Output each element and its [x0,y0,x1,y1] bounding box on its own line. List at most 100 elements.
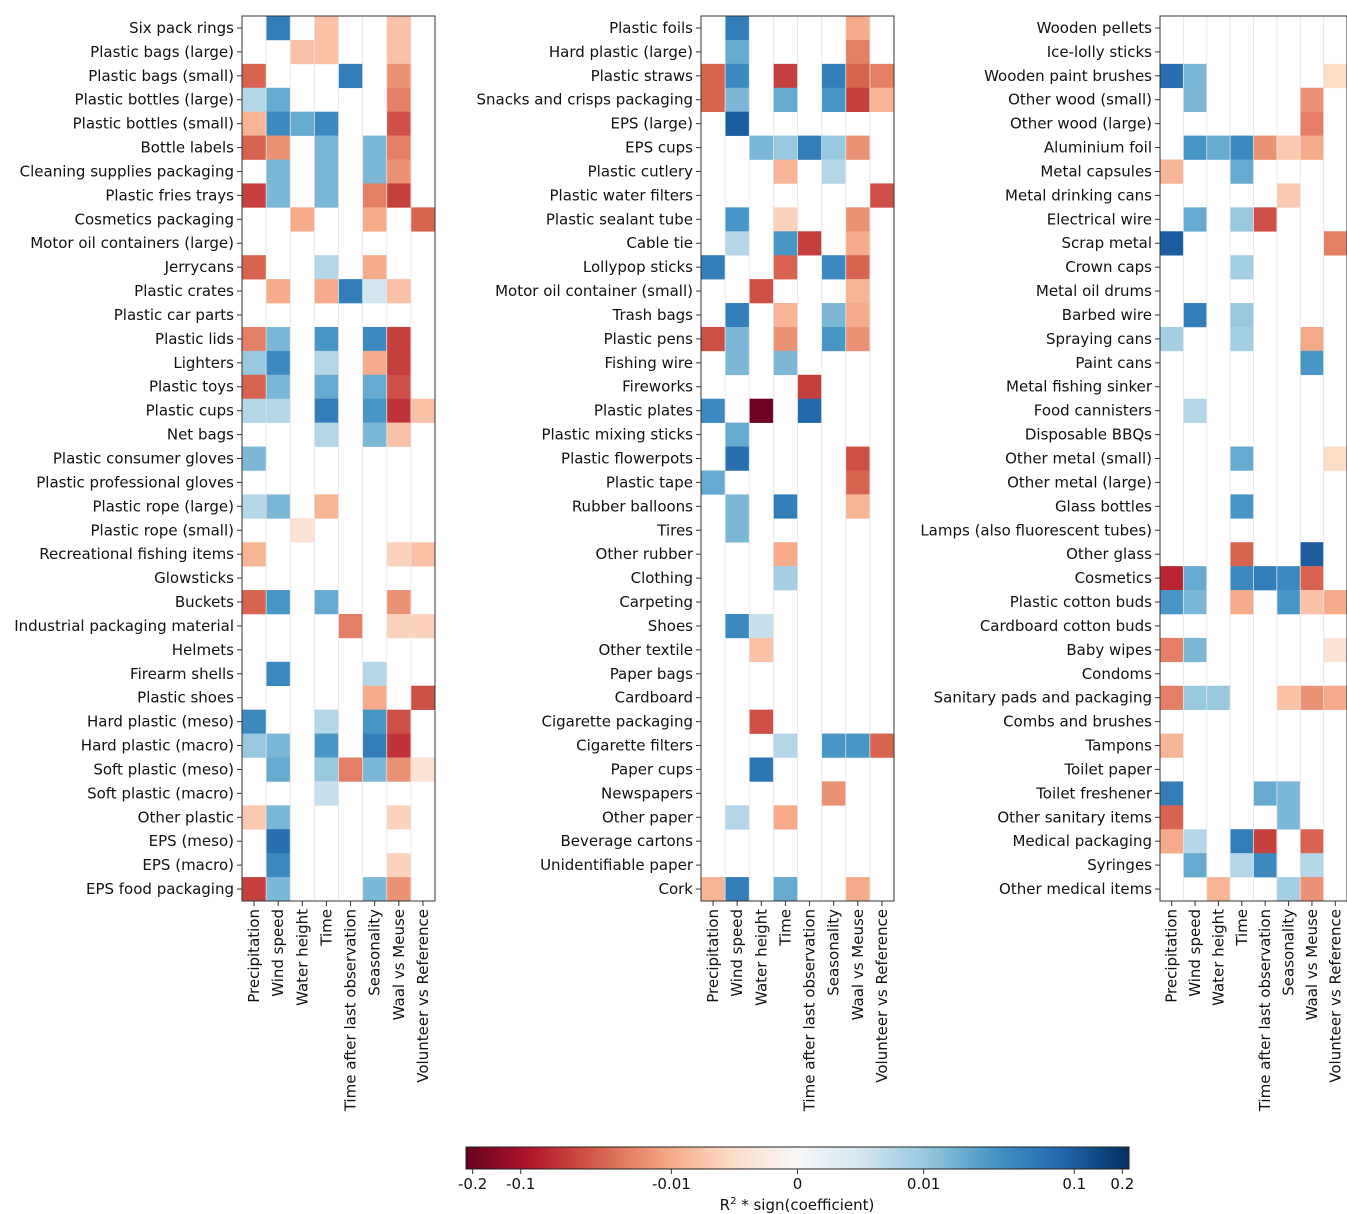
row-label: Six pack rings [129,19,234,37]
heatmap-cell [1183,637,1208,663]
heatmap-cell [290,518,315,543]
heatmap-cell [362,733,388,758]
heatmap-cell [725,350,750,376]
row-label: Motor oil containers (large) [30,234,234,252]
heatmap-cell [1300,135,1324,160]
heatmap-cell [314,183,339,208]
heatmap-cell [1160,326,1184,352]
heatmap-cell [725,422,750,447]
heatmap-cell [845,231,871,256]
row-label: Plastic fries trays [105,186,234,204]
heatmap-cell [1300,685,1324,710]
heatmap-cell [266,374,291,399]
heatmap-cell [1253,135,1278,160]
heatmap-cell [266,661,291,687]
heatmap-cell [1276,805,1301,830]
colorbar-tick-label: 0.1 [1062,1175,1086,1193]
row-label: Disposable BBQs [1025,426,1152,444]
heatmap-cell [266,805,291,830]
row-label: Other plastic [138,808,234,826]
heatmap-cell [1230,255,1254,280]
column-label: Time after last observation [1256,909,1274,1112]
heatmap-cell [845,279,871,304]
heatmap-cell [821,159,847,184]
row-label: Other textile [598,641,693,659]
heatmap-cell [362,183,388,208]
heatmap-cell [701,470,726,495]
column-label: Precipitation [1163,909,1181,1003]
heatmap-cell [797,374,822,399]
row-label: Jerrycans [164,258,235,276]
column-label: Volunteer vs Reference [873,909,891,1083]
heatmap-cell [242,111,267,136]
row-label: Combs and brushes [1003,713,1152,731]
column-label: Time after last observation [801,909,819,1112]
row-label: Condoms [1082,665,1152,683]
heatmap-cell [362,135,388,160]
row-label: Plastic tape [606,473,693,491]
row-label: Cork [658,880,693,898]
heatmap-cell [725,494,750,519]
heatmap-cell [1300,853,1324,878]
heatmap-cell [749,135,774,160]
heatmap-cell [1183,590,1208,615]
heatmap-cell [701,63,726,89]
heatmap-cell [845,494,871,519]
heatmap-cell [386,542,412,567]
column-label: Waal vs Meuse [849,909,867,1020]
heatmap-cell [242,255,267,280]
heatmap-cell [773,733,798,758]
row-label: Other paper [602,808,694,826]
column-label: Seasonality [1280,909,1298,996]
row-label: Cardboard cotton buds [980,617,1152,635]
heatmap-cell [749,613,774,639]
heatmap-cell [386,39,412,65]
heatmap-cell [725,111,750,136]
heatmap-cell [266,111,291,136]
heatmap-cell [725,16,750,41]
row-label: EPS (large) [610,115,693,133]
heatmap-cell [242,183,267,208]
row-label: Plastic shoes [137,689,234,707]
row-label: Lamps (also fluorescent tubes) [920,521,1152,539]
heatmap-cell [386,279,412,304]
heatmap-cell [773,303,798,328]
heatmap-cell [1300,87,1324,112]
row-label: Metal oil drums [1036,282,1152,300]
heatmap-cell [362,398,388,423]
row-label: Scrap metal [1062,234,1153,252]
heatmap-cell [362,685,388,710]
heatmap-cell [1160,733,1184,758]
heatmap-cell [1206,877,1231,902]
colorbar-tick-label: -0.1 [506,1175,535,1193]
heatmap-cell [1276,590,1301,615]
heatmap-cell [386,757,412,782]
heatmap-cell [1276,685,1301,710]
heatmap-cell [386,613,412,639]
heatmap-cell [1230,566,1254,591]
heatmap-cell [314,350,339,376]
heatmap-cell [1183,63,1208,89]
row-label: Hard plastic (meso) [87,713,234,731]
heatmap-cell [725,613,750,639]
row-label: Plastic water filters [550,186,694,204]
row-label: Other wood (small) [1008,91,1152,109]
heatmap-cell [773,350,798,376]
heatmap-cell [314,326,339,352]
row-label: Soft plastic (meso) [93,760,234,778]
heatmap-cell [1183,207,1208,232]
column-label: Wind speed [1186,909,1204,997]
row-label: Plastic cotton buds [1010,593,1152,611]
heatmap-cell [386,16,412,41]
heatmap-cell [725,805,750,830]
row-label: Clothing [631,569,693,587]
heatmap-cell [1276,183,1301,208]
heatmap-cell [242,709,267,734]
row-label: Plastic car parts [114,306,234,324]
heatmap-cell [1276,135,1301,160]
heatmap-cell [242,87,267,112]
colorbar-gradient-bar [465,1146,1130,1170]
row-label: Fishing wire [605,354,694,372]
row-label: Plastic bottles (small) [73,115,234,133]
column-label: Seasonality [825,909,843,996]
